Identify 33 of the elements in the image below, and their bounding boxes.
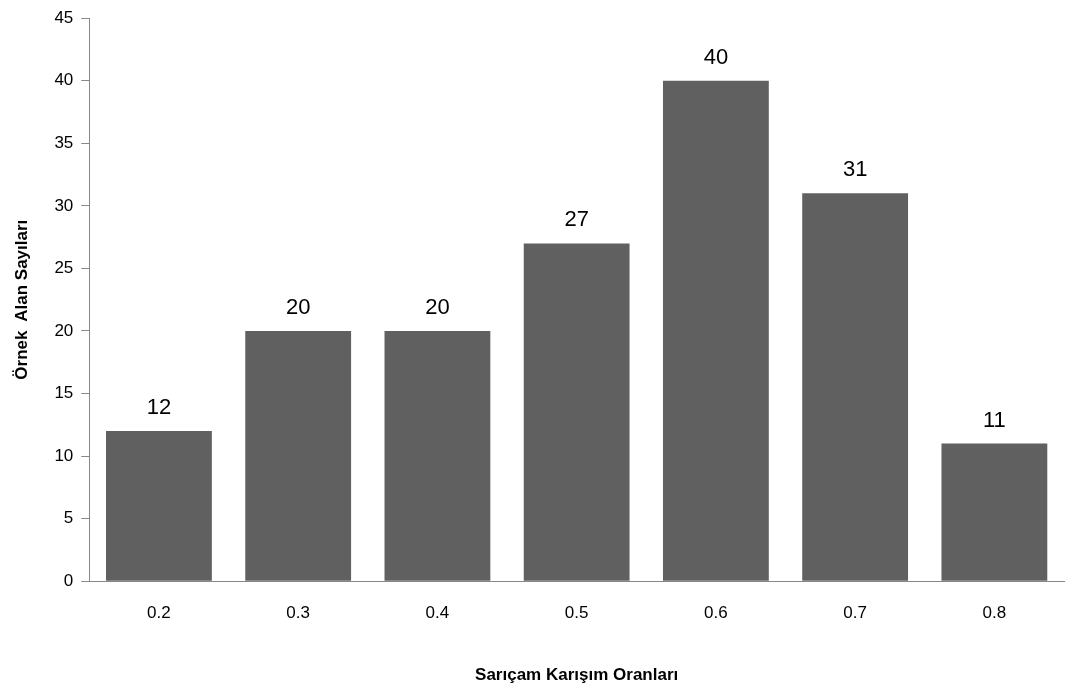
y-tick-label: 10: [54, 445, 74, 465]
y-tick-label: 40: [54, 70, 74, 90]
x-tick-label: 0.7: [843, 603, 867, 623]
bar: [941, 443, 1048, 581]
data-label: 11: [982, 406, 1006, 432]
x-tick-label: 0.6: [704, 603, 728, 623]
y-tick-label: 35: [54, 133, 74, 152]
y-tick-label: 20: [54, 320, 74, 340]
x-axis-title: Sarıçam Karışım Oranları: [475, 665, 679, 685]
y-tick-label: 15: [54, 383, 74, 403]
bar: [662, 80, 769, 581]
x-tick-label: 0.8: [982, 603, 1007, 623]
data-label: 20: [285, 294, 311, 320]
y-tick-label: 25: [54, 258, 74, 278]
x-tick-label: 0.3: [286, 603, 310, 623]
y-tick-label: 30: [54, 195, 74, 215]
x-tick-label: 0.4: [425, 603, 450, 623]
x-tick-label: 0.5: [564, 603, 589, 623]
data-label: 27: [564, 206, 589, 232]
bar: [384, 330, 491, 581]
bar: [802, 193, 909, 581]
y-tick-label: 5: [63, 508, 74, 528]
bar: [523, 243, 630, 581]
bar: [245, 330, 352, 581]
x-tick-label: 0.2: [147, 603, 171, 623]
data-label: 40: [703, 43, 729, 69]
data-label: 31: [842, 156, 868, 182]
y-tick-label: 0: [63, 570, 74, 590]
y-axis-title: Örnek Alan Sayıları: [11, 219, 31, 380]
data-label: 12: [146, 394, 172, 420]
bar: [106, 431, 212, 581]
y-tick-label: 45: [54, 7, 74, 27]
data-label: 20: [425, 294, 450, 320]
